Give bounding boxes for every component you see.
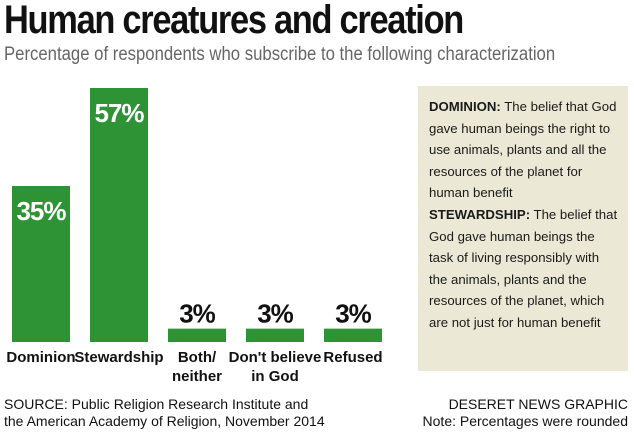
bar (246, 328, 304, 342)
category-label: in God (251, 368, 299, 385)
chart-title: Human creatures and creation (4, 0, 464, 42)
bar-value-label: 3% (179, 299, 215, 329)
chart-subtitle: Percentage of respondents who subscribe … (4, 44, 556, 65)
graphic-credit: DESERET NEWS GRAPHIC (448, 396, 628, 412)
definitions-panel: DOMINION: The belief that God gave human… (418, 86, 628, 371)
rounding-note: Note: Percentages were rounded (422, 413, 628, 429)
source-line: the American Academy of Religion, Novemb… (4, 413, 325, 429)
category-label: neither (172, 368, 222, 385)
source-line: SOURCE: Public Religion Research Institu… (4, 396, 309, 412)
definition-stewardship: STEWARDSHIP: The belief that God gave hu… (429, 204, 618, 334)
definition-term: DOMINION: (429, 99, 501, 114)
bar (12, 186, 70, 342)
credit-note: DESERET NEWS GRAPHIC Note: Percentages w… (423, 396, 628, 430)
bar (90, 88, 148, 342)
bar-chart: 35% Dominion 57% Stewardship 3% Both/neither 3… (6, 88, 383, 385)
bar-value-label: 3% (335, 299, 371, 329)
category-label: Stewardship (74, 349, 163, 366)
bar-value-label: 57% (94, 98, 144, 128)
category-label: Dominion (6, 349, 75, 366)
source-note: SOURCE: Public Religion Research Institu… (4, 396, 325, 430)
bar-value-label: 35% (16, 196, 66, 226)
bar-value-label: 3% (257, 299, 293, 329)
bar (324, 328, 382, 342)
bar (168, 328, 226, 342)
category-label: Don't believe (229, 349, 322, 366)
category-label: Refused (323, 349, 382, 366)
definition-text: The belief that God gave human beings th… (429, 206, 618, 330)
category-label: Both/ (178, 349, 217, 366)
definition-text: The belief that God gave human beings th… (429, 99, 617, 201)
definition-dominion: DOMINION: The belief that God gave human… (429, 96, 618, 204)
definition-term: STEWARDSHIP: (429, 206, 531, 222)
